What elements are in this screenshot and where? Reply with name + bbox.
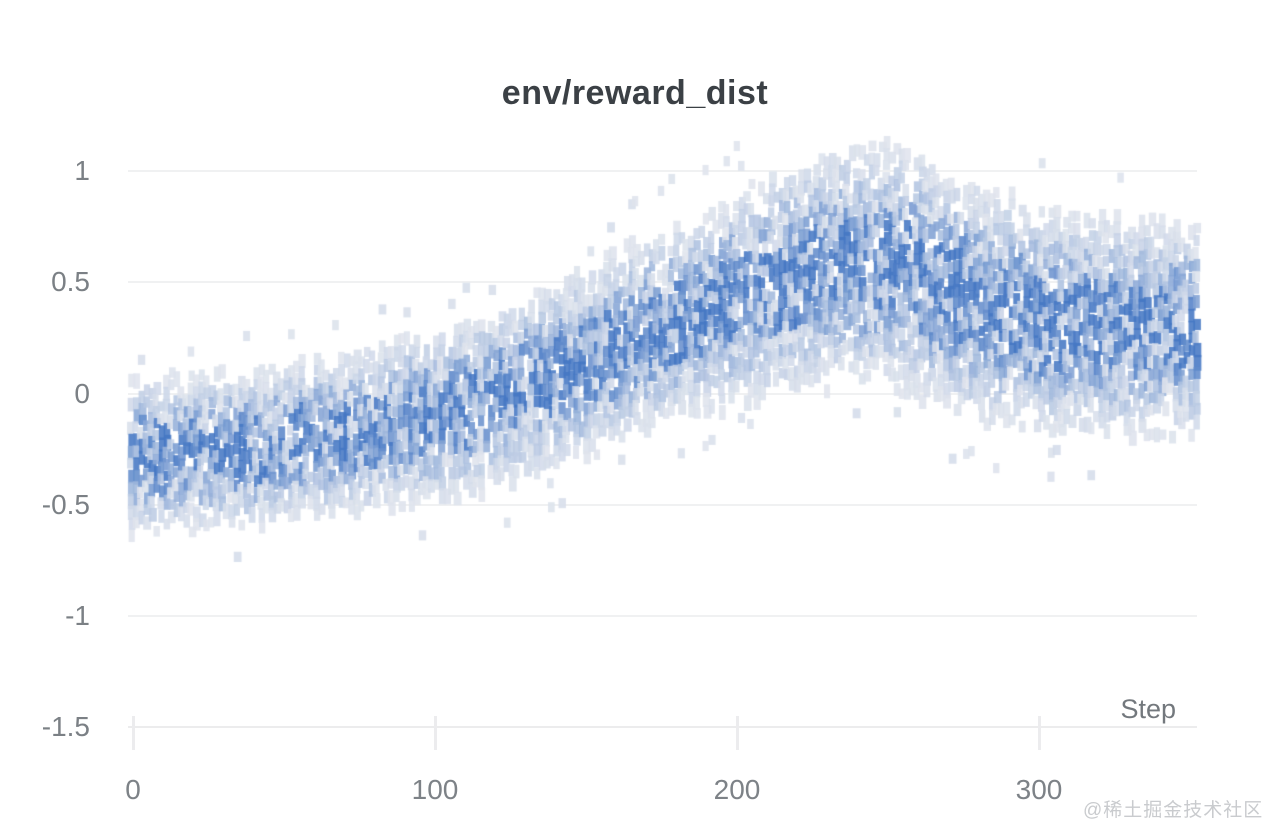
y-tick-label: 0.5 [51,266,90,298]
x-tick-label: 300 [1015,774,1063,805]
y-tick-label: 0 [74,377,90,409]
x-tick-mark [131,716,135,750]
x-tick-mark [1037,716,1041,750]
x-tick-label: 200 [713,774,761,805]
y-tick-label: -1.5 [41,711,90,743]
x-tick-label: 0 [125,774,141,805]
y-tick-label: -1 [65,600,90,631]
watermark: @稀土掘金技术社区 [1083,800,1264,821]
x-tick-label: 100 [411,774,459,805]
y-tick-label: 1 [74,155,90,186]
y-tick-label: -0.5 [41,488,90,520]
x-axis-label: Step [1110,693,1186,726]
x-tick-mark [433,716,437,750]
x-tick-mark [735,716,739,750]
